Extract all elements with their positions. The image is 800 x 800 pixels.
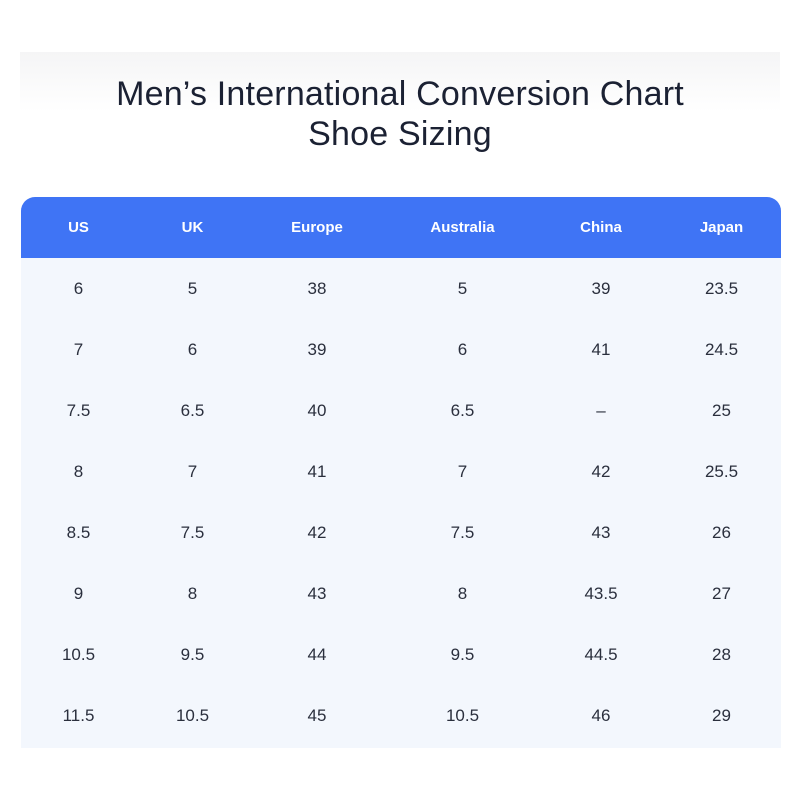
cell-china: 43.5 [584, 583, 618, 603]
cell-china: 43 [591, 522, 611, 542]
header-japan: Japan [699, 219, 744, 236]
cell-australia: 6.5 [450, 400, 475, 420]
cell-us: 8.5 [66, 522, 91, 542]
title-line-1: Men’s International Conversion Chart [116, 75, 684, 113]
table-row: 8.5 7.5 42 7.5 43 26 [21, 502, 781, 563]
cell-japan: 24.5 [704, 339, 739, 359]
cell-japan: 26 [712, 522, 731, 542]
cell-europe: 38 [307, 278, 327, 298]
cell-japan: 25.5 [704, 461, 739, 481]
cell-australia: 5 [457, 278, 468, 298]
cell-uk: 9.5 [180, 644, 205, 664]
cell-australia: 7 [457, 461, 468, 481]
conversion-table: US UK Europe Australia China Japan 6 5 38 5… [21, 197, 781, 746]
cell-china: 39 [591, 278, 611, 298]
table-row: 7 6 39 6 41 24.5 [21, 319, 781, 380]
table-row: 6 5 38 5 39 23.5 [21, 258, 781, 319]
cell-japan: 27 [712, 583, 731, 603]
cell-china: – [596, 400, 606, 420]
cell-uk: 10.5 [175, 705, 210, 725]
table-header: US UK Europe Australia China Japan [21, 197, 781, 258]
cell-uk: 7.5 [180, 522, 205, 542]
header-china: China [580, 219, 622, 236]
table-row: 7.5 6.5 40 6.5 – 25 [21, 380, 781, 441]
header-us: US [68, 219, 89, 236]
cell-uk: 6 [187, 339, 198, 359]
cell-australia: 9.5 [450, 644, 475, 664]
cell-australia: 7.5 [450, 522, 475, 542]
cell-uk: 7 [187, 461, 198, 481]
cell-europe: 45 [307, 705, 327, 725]
cell-europe: 43 [307, 583, 327, 603]
cell-china: 42 [591, 461, 611, 481]
cell-china: 41 [591, 339, 611, 359]
cell-us: 7.5 [66, 400, 91, 420]
header-uk: UK [181, 219, 204, 236]
title-line-2: Shoe Sizing [308, 115, 492, 153]
cell-europe: 40 [307, 400, 327, 420]
cell-japan: 28 [712, 644, 731, 664]
cell-us: 10.5 [61, 644, 96, 664]
cell-us: 11.5 [62, 705, 95, 725]
page-title: Men’s International Conversion Chart Sho… [20, 74, 780, 154]
cell-us: 9 [73, 583, 84, 603]
cell-us: 7 [73, 339, 84, 359]
cell-china: 44.5 [584, 644, 618, 664]
header-europe: Europe [291, 219, 343, 236]
cell-europe: 39 [307, 339, 327, 359]
table-row: 11.5 10.5 45 10.5 46 29 [21, 685, 781, 746]
title-background [20, 52, 780, 112]
table-row: 10.5 9.5 44 9.5 44.5 28 [21, 624, 781, 685]
cell-uk: 8 [187, 583, 198, 603]
header-row: US UK Europe Australia China Japan [21, 197, 781, 258]
cell-australia: 8 [457, 583, 468, 603]
cell-uk: 6.5 [180, 400, 205, 420]
cell-us: 6 [73, 278, 84, 298]
cell-europe: 42 [307, 522, 327, 542]
table-row: 9 8 43 8 43.5 27 [21, 563, 781, 624]
cell-japan: 29 [712, 705, 731, 725]
size-conversion-table: US UK Europe Australia China Japan 6 5 38 5… [21, 197, 781, 748]
cell-europe: 44 [307, 644, 327, 664]
cell-us: 8 [73, 461, 84, 481]
table-body: 6 5 38 5 39 23.5 7 6 39 6 41 24.5 7.5 6.5 40 6.5 – 25 8 7 41… [21, 258, 781, 746]
cell-japan: 25 [712, 400, 731, 420]
cell-australia: 10.5 [445, 705, 480, 725]
header-australia: Australia [430, 219, 495, 236]
cell-japan: 23.5 [704, 278, 739, 298]
cell-china: 46 [591, 705, 611, 725]
cell-australia: 6 [457, 339, 468, 359]
cell-europe: 41 [307, 461, 327, 481]
table-row: 8 7 41 7 42 25.5 [21, 441, 781, 502]
cell-uk: 5 [187, 278, 198, 298]
